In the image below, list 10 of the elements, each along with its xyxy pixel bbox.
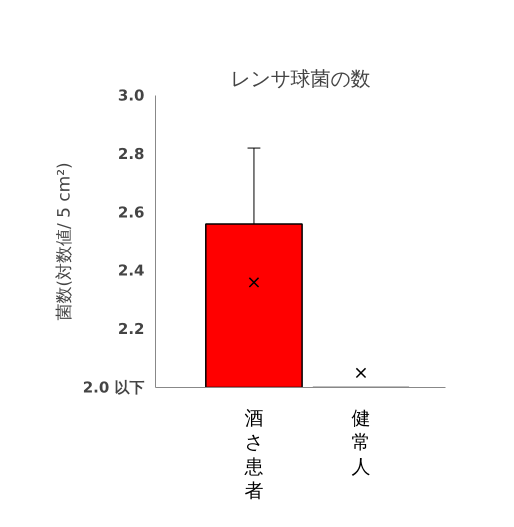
x-tick-label: 酒さ患者 — [243, 408, 264, 502]
y-tick-label: 2.6 — [118, 203, 145, 222]
y-tick-label: 3.0 — [118, 86, 145, 104]
x-tick-label: 健常人 — [351, 408, 370, 478]
y-tick-label: 2.2 — [118, 320, 145, 338]
y-axis-title: 菌数(対数値/ 5 cm²) — [54, 162, 75, 321]
y-tick-label: 2.4 — [118, 262, 145, 280]
y-tick-label: 2.0 以下 — [82, 378, 144, 396]
y-tick-label: 2.8 — [118, 144, 145, 163]
chart-title: レンサ球菌の数 — [230, 66, 370, 90]
